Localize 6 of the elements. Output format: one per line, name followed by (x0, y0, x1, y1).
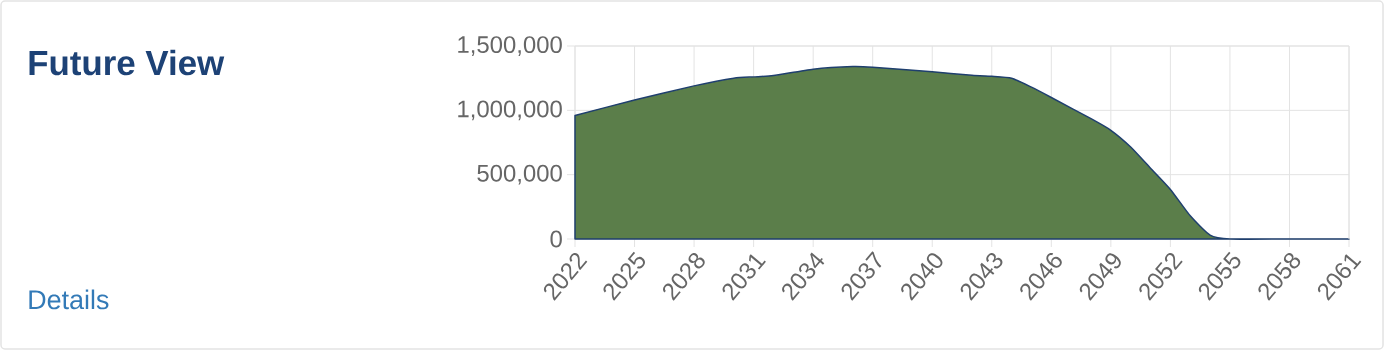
text: Future View (29, 49, 225, 76)
y-tick-label: 0 (550, 230, 562, 248)
text: Details (29, 289, 109, 310)
y-tick-label: 500,000 (477, 164, 562, 185)
y-tick-label: 1,500,000 (458, 36, 562, 56)
y-tick-label: 1,000,000 (458, 100, 562, 121)
